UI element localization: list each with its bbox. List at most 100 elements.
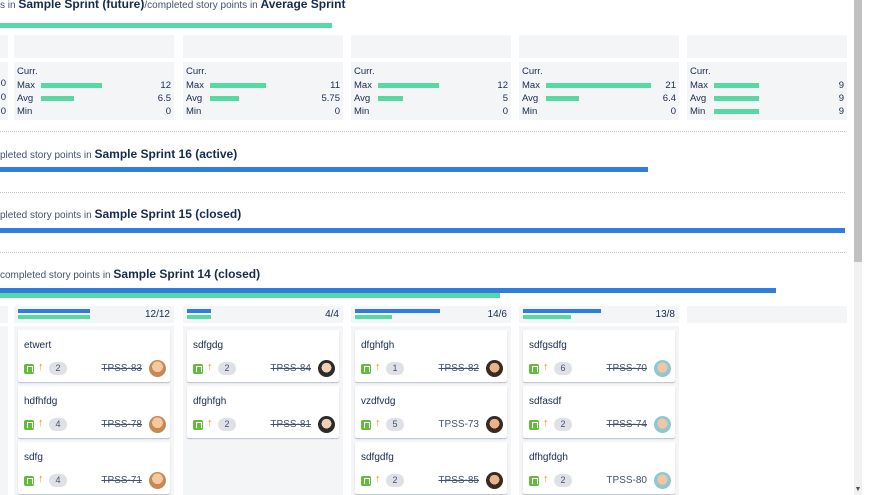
vertical-scrollbar[interactable] xyxy=(854,0,862,495)
column-body: sdfgsdfg ↑ 6 TPSS-70 sdfasdf ↑ 2 TPSS-74 dfhgfdg… xyxy=(519,326,679,495)
issue-summary: dfhgfdgh xyxy=(529,452,568,463)
stat-bar xyxy=(714,109,760,114)
stat-bar xyxy=(210,83,266,88)
assignee-avatar[interactable] xyxy=(149,416,166,433)
stat-value: 9 xyxy=(838,80,844,91)
column-header xyxy=(0,35,8,58)
stats-box: Curr. Max 21 Avg 6.4 Min 0 xyxy=(519,62,679,120)
issue-key[interactable]: TPSS-73 xyxy=(438,419,479,430)
priority-arrow-up-icon: ↑ xyxy=(375,361,381,373)
issue-card[interactable]: sdfgsdfg ↑ 6 TPSS-70 xyxy=(523,330,675,382)
issue-key[interactable]: TPSS-81 xyxy=(270,419,311,430)
issue-card[interactable]: sdfgdfg ↑ 2 TPSS-85 xyxy=(355,442,507,494)
assignee-avatar[interactable] xyxy=(149,360,166,377)
story-icon xyxy=(193,364,203,374)
stats-box: Curr. Max 12 Avg 5 Min 0 xyxy=(351,62,511,120)
column-count: 12/12 xyxy=(144,309,170,320)
story-icon xyxy=(24,476,34,486)
priority-arrow-up-icon: ↑ xyxy=(207,361,213,373)
assignee-avatar[interactable] xyxy=(654,360,671,377)
stat-value: 12 xyxy=(497,80,508,91)
stat-value: 0 xyxy=(165,106,171,117)
issue-key[interactable]: TPSS-74 xyxy=(606,419,647,430)
issue-key[interactable]: TPSS-80 xyxy=(606,475,647,486)
estimate-badge: 4 xyxy=(49,474,67,487)
assignee-avatar[interactable] xyxy=(486,472,503,489)
assignee-avatar[interactable] xyxy=(486,416,503,433)
issue-key[interactable]: TPSS-70 xyxy=(606,363,647,374)
assignee-avatar[interactable] xyxy=(654,472,671,489)
issue-key[interactable]: TPSS-71 xyxy=(101,475,142,486)
story-icon xyxy=(529,420,539,430)
issue-summary: sdfg xyxy=(24,452,43,463)
story-icon xyxy=(361,364,371,374)
estimate-badge: 6 xyxy=(554,362,572,375)
stat-value: 5.75 xyxy=(321,93,341,104)
column-summary: 13/8 xyxy=(519,306,679,323)
column-summary: 14/6 xyxy=(351,306,511,323)
issue-card[interactable]: hdfhfdg ↑ 4 TPSS-78 xyxy=(18,386,170,438)
issue-card[interactable]: sdfg ↑ 4 TPSS-71 xyxy=(18,442,170,494)
issue-summary: etwert xyxy=(24,340,52,351)
stat-label: Max xyxy=(522,80,540,91)
stat-row: Max 9 xyxy=(690,80,844,92)
stat-bar xyxy=(378,83,439,88)
issue-card[interactable]: vzdfvdg ↑ 5 TPSS-73 xyxy=(355,386,507,438)
stat-bar xyxy=(41,83,102,88)
estimate-badge: 2 xyxy=(49,362,67,375)
stat-row: Max 11 xyxy=(186,80,340,92)
issue-card[interactable]: sdfasdf ↑ 2 TPSS-74 xyxy=(523,386,675,438)
issue-summary: dfghfgh xyxy=(193,396,227,407)
column-header xyxy=(183,35,343,58)
sprint-14-progress-done xyxy=(0,293,500,298)
column-done-bar xyxy=(355,315,392,319)
priority-arrow-up-icon: ↑ xyxy=(375,473,381,485)
issue-card[interactable]: dfghfgh ↑ 1 TPSS-82 xyxy=(355,330,507,382)
priority-arrow-up-icon: ↑ xyxy=(543,473,549,485)
story-icon xyxy=(361,476,371,486)
stat-row: Avg 5.75 xyxy=(186,93,340,105)
stat-row: Avg 6.4 xyxy=(522,93,676,105)
issue-card[interactable]: etwert ↑ 2 TPSS-83 xyxy=(18,330,170,382)
stat-row: Max 21 xyxy=(522,80,676,92)
stat-label: Max xyxy=(690,80,708,91)
priority-arrow-up-icon: ↑ xyxy=(543,361,549,373)
issue-key[interactable]: TPSS-84 xyxy=(270,363,311,374)
column-total-bar xyxy=(355,309,440,313)
stat-label: Avg xyxy=(690,93,707,104)
story-icon xyxy=(361,420,371,430)
stat-label: Min xyxy=(186,106,202,117)
stats-box-partial: 0 0 0 xyxy=(0,62,8,120)
assignee-avatar[interactable] xyxy=(149,472,166,489)
stats-box: Curr. Max 11 Avg 5.75 Min 0 xyxy=(183,62,343,120)
issue-key[interactable]: TPSS-78 xyxy=(101,419,142,430)
assignee-avatar[interactable] xyxy=(486,360,503,377)
scrollbar-thumb[interactable] xyxy=(854,0,862,262)
stat-label: Min xyxy=(354,106,370,117)
issue-summary: dfghfgh xyxy=(361,340,395,351)
stat-label: Min xyxy=(17,106,33,117)
stats-box: Curr. Max 9 Avg 9 Min 9 xyxy=(687,62,847,120)
scroll-down-icon[interactable]: ▼ xyxy=(854,486,862,493)
stat-row: Avg 9 xyxy=(690,93,844,105)
stat-label: Min xyxy=(690,106,706,117)
assignee-avatar[interactable] xyxy=(318,360,335,377)
issue-card[interactable]: dfhgfdgh ↑ 2 TPSS-80 xyxy=(523,442,675,494)
sprint-14-progress-total xyxy=(0,288,776,293)
issue-key[interactable]: TPSS-82 xyxy=(438,363,479,374)
stat-label: Avg xyxy=(522,93,539,104)
story-icon xyxy=(24,364,34,374)
issue-card[interactable]: dfghfgh ↑ 2 TPSS-81 xyxy=(187,386,339,438)
priority-arrow-up-icon: ↑ xyxy=(38,361,44,373)
stat-row: Curr. xyxy=(186,66,340,78)
issue-card[interactable]: sdfgdg ↑ 2 TPSS-84 xyxy=(187,330,339,382)
divider xyxy=(0,192,845,193)
stat-row: Min 0 xyxy=(522,106,676,118)
issue-summary: sdfgdfg xyxy=(361,452,394,463)
assignee-avatar[interactable] xyxy=(318,416,335,433)
future-sprint-title: s in Sample Sprint (future)/completed st… xyxy=(0,0,346,11)
issue-key[interactable]: TPSS-83 xyxy=(101,363,142,374)
issue-key[interactable]: TPSS-85 xyxy=(438,475,479,486)
column-done-bar xyxy=(523,315,572,319)
assignee-avatar[interactable] xyxy=(654,416,671,433)
